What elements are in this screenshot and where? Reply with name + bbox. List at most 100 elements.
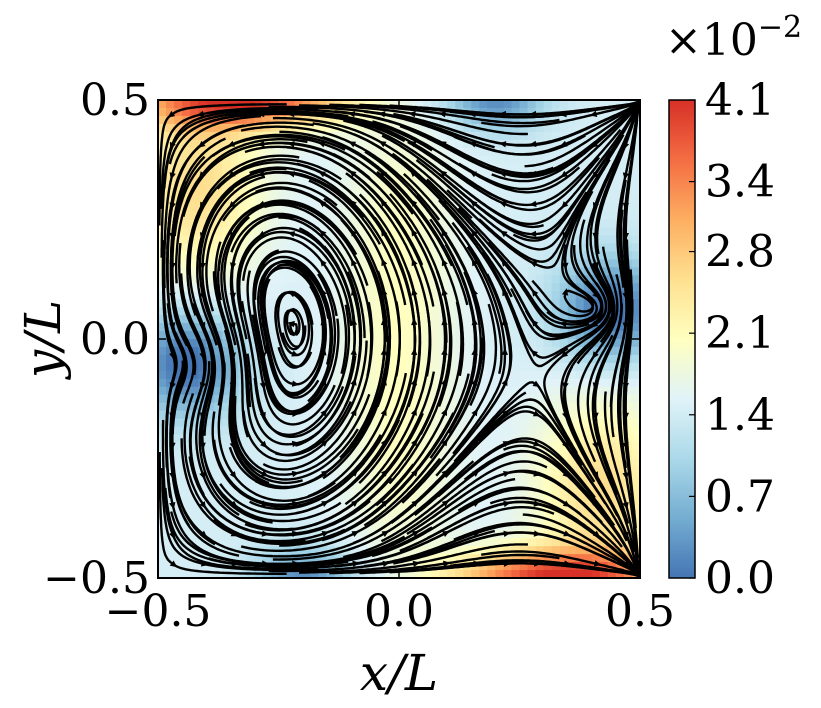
heat-cell xyxy=(535,227,545,237)
heat-cell xyxy=(447,402,456,412)
streamline-arrow xyxy=(441,408,447,416)
heat-cell xyxy=(559,570,569,578)
heat-cell xyxy=(222,267,231,276)
heat-cell xyxy=(631,466,640,476)
heat-cell xyxy=(583,354,593,364)
heat-cell xyxy=(182,346,191,356)
heat-cell xyxy=(543,323,553,332)
heat-cell xyxy=(399,450,408,460)
heat-cell xyxy=(198,354,207,364)
heat-cell xyxy=(631,458,640,468)
heat-cell xyxy=(551,570,561,578)
heat-cell xyxy=(495,482,505,491)
heat-cell xyxy=(374,307,384,316)
heat-cell xyxy=(471,243,480,252)
heat-cell xyxy=(382,259,392,268)
heat-cell xyxy=(190,203,199,213)
heat-cell xyxy=(158,378,167,388)
heat-cell xyxy=(591,546,601,555)
heat-cell xyxy=(270,299,280,308)
heat-cell xyxy=(415,235,424,244)
heat-cell xyxy=(463,235,472,244)
heat-cell xyxy=(607,267,617,276)
heat-cell xyxy=(415,107,424,117)
heat-cell xyxy=(591,554,601,563)
heat-cell xyxy=(270,378,280,388)
heat-cell xyxy=(390,163,400,173)
heat-cell xyxy=(302,219,312,229)
heat-cell xyxy=(439,402,448,412)
heat-cell xyxy=(382,450,392,460)
heat-cell xyxy=(382,386,392,396)
heat-cell xyxy=(407,466,416,476)
heat-cell xyxy=(174,346,183,356)
streamline-arrow xyxy=(291,470,300,478)
heat-cell xyxy=(374,299,384,308)
heat-cell xyxy=(495,155,505,165)
heat-cell xyxy=(350,179,360,189)
heat-cell xyxy=(350,474,360,483)
heat-cell xyxy=(407,235,416,244)
heat-cell xyxy=(294,219,304,229)
heat-cell xyxy=(230,283,239,292)
heat-cell xyxy=(342,323,352,332)
heat-cell xyxy=(294,100,304,109)
heat-cell xyxy=(487,267,496,276)
heat-cell xyxy=(503,546,513,555)
heat-cell xyxy=(286,331,296,340)
heat-cell xyxy=(447,434,456,444)
heat-cell xyxy=(607,251,617,260)
heat-cell xyxy=(174,179,183,189)
heat-cell xyxy=(318,187,328,197)
heat-cell xyxy=(366,370,376,380)
streamline xyxy=(595,102,640,255)
heat-cell xyxy=(631,187,640,197)
heat-cell xyxy=(302,251,312,260)
heat-cell xyxy=(495,490,505,499)
heat-cell xyxy=(334,155,344,165)
heat-cell xyxy=(599,426,609,436)
heat-cell xyxy=(270,115,280,125)
heat-cell xyxy=(166,346,175,356)
heat-cell xyxy=(350,426,360,436)
heat-cell xyxy=(366,283,376,292)
heat-cell xyxy=(559,354,569,364)
heat-cell xyxy=(399,203,408,213)
streamline xyxy=(457,486,640,576)
heat-cell xyxy=(350,386,360,396)
heat-cell xyxy=(591,538,601,547)
heat-cell xyxy=(350,570,360,578)
heat-cell xyxy=(431,147,440,157)
heat-cell xyxy=(623,123,633,133)
heat-cell xyxy=(503,195,513,205)
heat-cell xyxy=(479,195,488,205)
heat-cell xyxy=(543,123,553,133)
heat-cell xyxy=(278,299,288,308)
heat-cell xyxy=(423,514,432,523)
heat-cell xyxy=(519,123,529,133)
streamline-arrow xyxy=(622,172,630,180)
heat-cell xyxy=(527,307,537,316)
heat-cell xyxy=(158,546,167,555)
heat-cell xyxy=(318,100,328,109)
heat-cell xyxy=(222,155,231,165)
heat-cell xyxy=(439,418,448,428)
heat-cell xyxy=(278,378,288,388)
heat-cell xyxy=(423,115,432,125)
streamline xyxy=(422,531,640,577)
heat-cell xyxy=(495,227,505,237)
heat-cell xyxy=(487,203,496,213)
heat-cell xyxy=(174,147,183,157)
heat-cell xyxy=(382,426,392,436)
streamline-arrow xyxy=(533,500,541,507)
heat-cell xyxy=(511,339,521,348)
heat-cell xyxy=(310,155,320,165)
heat-cell xyxy=(382,219,392,229)
heat-cell xyxy=(551,474,561,483)
heat-cell xyxy=(358,259,368,268)
streamline-arrow xyxy=(292,530,300,537)
heat-cell xyxy=(238,354,247,364)
heat-cell xyxy=(551,514,561,523)
heat-cell xyxy=(278,243,288,252)
heat-cell xyxy=(190,251,199,260)
